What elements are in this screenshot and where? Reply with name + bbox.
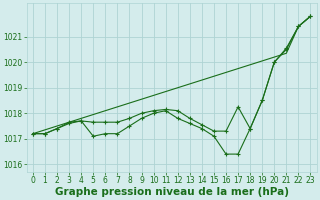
X-axis label: Graphe pression niveau de la mer (hPa): Graphe pression niveau de la mer (hPa) (55, 187, 289, 197)
